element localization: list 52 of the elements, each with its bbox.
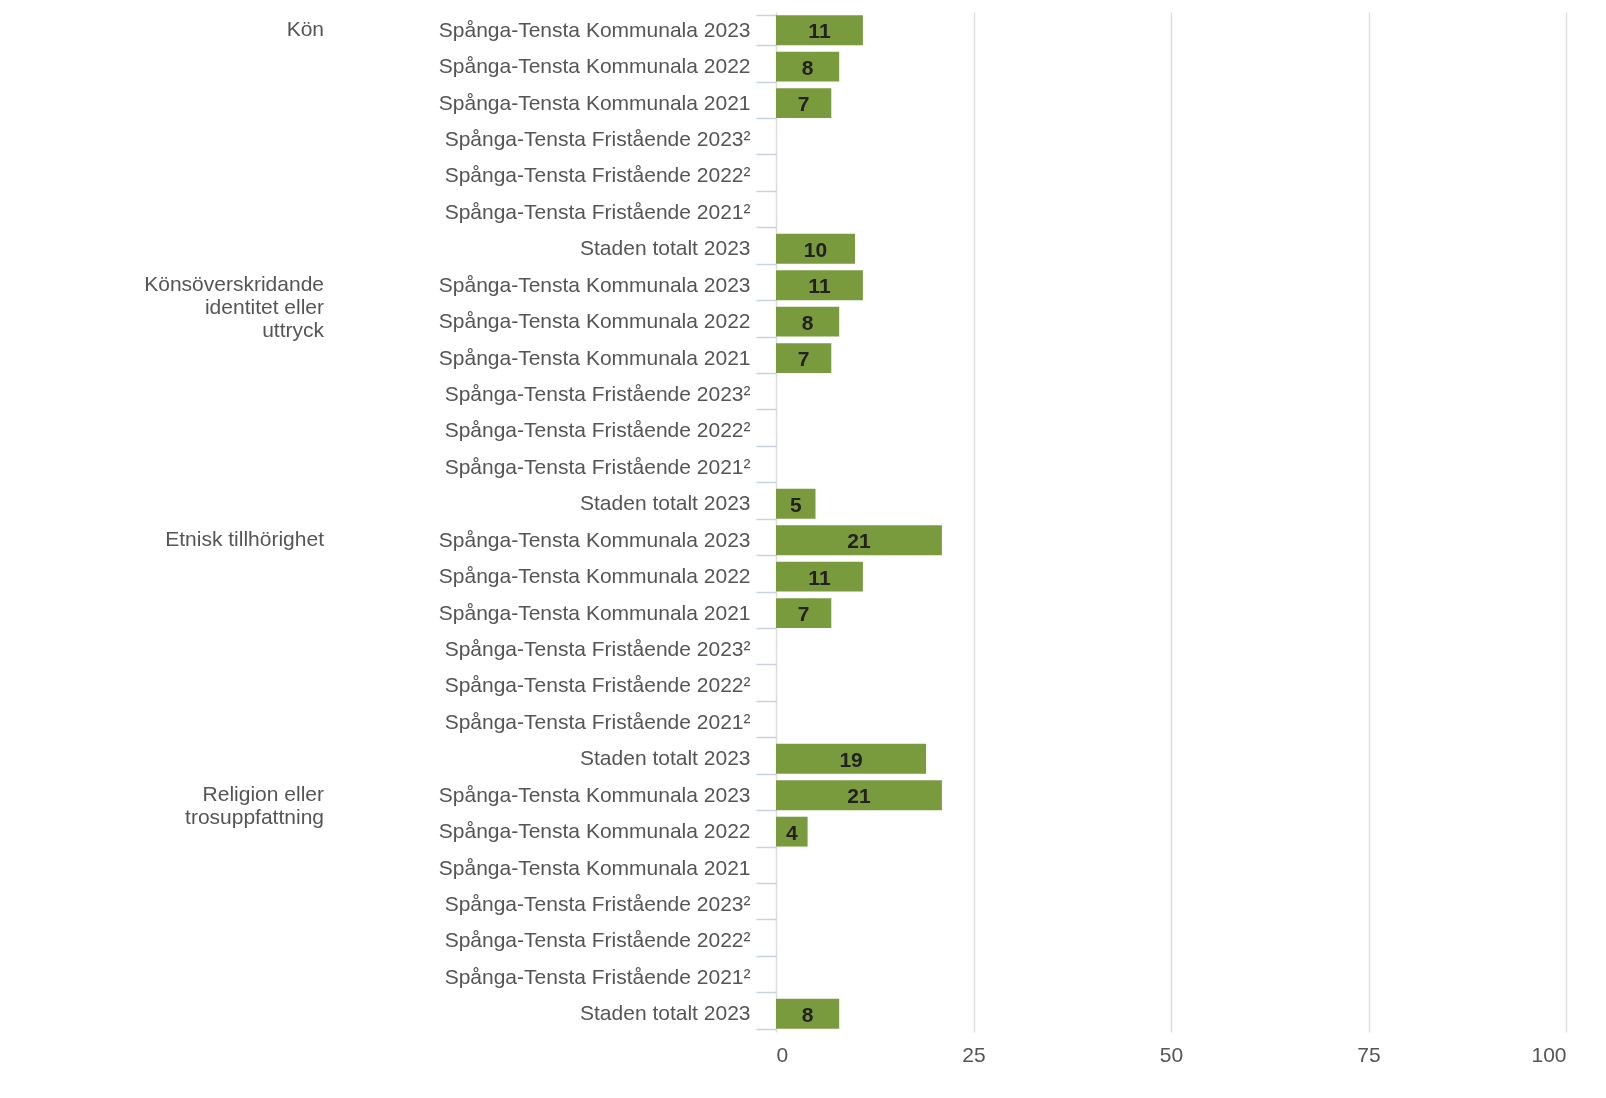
y-tick-label: Spånga-Tensta Kommunala 2021: [438, 90, 751, 114]
y-tick-label: Spånga-Tensta Fristående 2023²: [444, 892, 751, 915]
data-label: 8: [801, 1002, 814, 1026]
data-label: 8: [801, 310, 814, 334]
y-tick-label: Spånga-Tensta Kommunala 2021: [438, 855, 751, 879]
y-tick-label: Spånga-Tensta Fristående 2023²: [444, 127, 751, 150]
data-label: 11: [808, 274, 831, 298]
y-tick-label: Spånga-Tensta Kommunala 2023: [438, 17, 751, 41]
x-tick-label: 25: [962, 1042, 986, 1066]
data-label: 10: [803, 237, 828, 261]
y-tick-label: Spånga-Tensta Fristående 2021²: [444, 964, 751, 988]
data-label: 21: [847, 784, 871, 808]
data-label: 21: [847, 529, 871, 553]
data-label: 19: [839, 747, 863, 771]
x-tick-label: 0: [776, 1042, 789, 1066]
y-tick-label: Spånga-Tensta Fristående 2022²: [444, 418, 751, 442]
y-tick-label: Spånga-Tensta Kommunala 2022: [438, 564, 751, 588]
text: Kön: [286, 17, 324, 41]
data-label: 5: [789, 492, 802, 516]
data-label: 7: [797, 602, 810, 626]
y-tick-label: Spånga-Tensta Fristående 2021²: [444, 454, 751, 478]
y-tick-label: Spånga-Tensta Fristående 2022²: [444, 928, 751, 952]
y-tick-label: Spånga-Tensta Fristående 2022²: [444, 673, 751, 697]
y-tick-label: Spånga-Tensta Kommunala 2021: [438, 600, 751, 624]
x-tick-label: 100: [1531, 1042, 1567, 1066]
y-tick-label: Spånga-Tensta Fristående 2021²: [444, 199, 751, 223]
data-label: 7: [797, 92, 810, 116]
y-tick-label: Spånga-Tensta Fristående 2023²: [444, 382, 751, 405]
data-label: 8: [801, 55, 814, 79]
y-tick-label: Spånga-Tensta Kommunala 2023: [438, 272, 751, 296]
text: Etnisk tillhörighet: [165, 527, 325, 551]
x-tick-label: 75: [1357, 1042, 1381, 1066]
data-label: 11: [808, 565, 831, 589]
data-label: 7: [797, 347, 810, 371]
y-tick-label: Spånga-Tensta Fristående 2021²: [444, 709, 751, 733]
y-tick-label: Spånga-Tensta Kommunala 2022: [438, 54, 751, 78]
data-label: 4: [785, 820, 798, 844]
y-tick-label: Spånga-Tensta Kommunala 2022: [438, 309, 751, 333]
text: Könsöverskridande identitet eller uttryck: [144, 272, 325, 342]
y-tick-label: Staden totalt 2023: [580, 1001, 751, 1025]
y-tick-label: Spånga-Tensta Fristående 2023²: [444, 637, 751, 660]
y-tick-label: Staden totalt 2023: [580, 746, 751, 770]
y-tick-label: Spånga-Tensta Kommunala 2023: [438, 527, 751, 551]
y-tick-label: Spånga-Tensta Kommunala 2023: [438, 782, 751, 806]
y-tick-label: Spånga-Tensta Fristående 2022²: [444, 163, 751, 187]
text: Religion eller trosuppfattning: [185, 782, 324, 829]
y-tick-label: Staden totalt 2023: [580, 491, 751, 515]
x-tick-label: 50: [1159, 1042, 1184, 1066]
data-label: 11: [808, 19, 831, 43]
y-tick-label: Staden totalt 2023: [580, 236, 751, 260]
y-tick-label: Spånga-Tensta Kommunala 2022: [438, 819, 751, 843]
y-tick-label: Spånga-Tensta Kommunala 2021: [438, 345, 751, 369]
